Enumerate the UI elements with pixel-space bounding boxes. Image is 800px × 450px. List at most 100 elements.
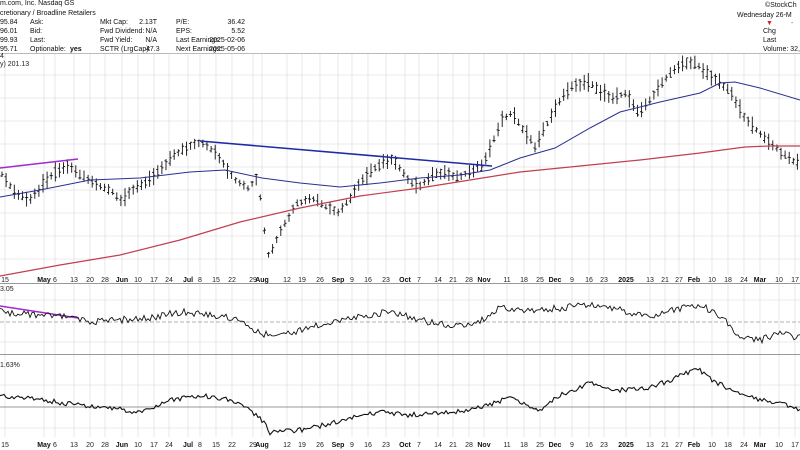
date-tick-label: 21 bbox=[661, 442, 669, 449]
date-tick-label: 20 bbox=[86, 277, 94, 284]
sector-label: cretionary / Broadline Retailers bbox=[0, 10, 96, 17]
date-tick-label: 26 bbox=[316, 442, 324, 449]
pe-label: P/E: bbox=[176, 19, 190, 26]
date-tick-label: 22 bbox=[228, 277, 236, 284]
date-tick-label: 10 bbox=[134, 277, 142, 284]
short-moving-average bbox=[0, 81, 800, 198]
date-tick-label: Jun bbox=[116, 277, 128, 284]
date-tick-label: Dec bbox=[549, 277, 562, 284]
last-label: Last: bbox=[30, 37, 46, 44]
next-earnings-label: Next Earnings: bbox=[176, 46, 222, 53]
date-tick-label: 13 bbox=[70, 277, 78, 284]
date-tick-label: 23 bbox=[382, 442, 390, 449]
date-tick-label: 16 bbox=[585, 442, 593, 449]
date-tick-label: 15 bbox=[212, 277, 220, 284]
date-tick-label: 18 bbox=[724, 277, 732, 284]
quote-open: 95.84 bbox=[0, 19, 18, 26]
date-tick-label: 18 bbox=[520, 277, 528, 284]
date-tick-label: 27 bbox=[675, 442, 683, 449]
indicator1-line bbox=[0, 301, 800, 345]
date-tick-label: 20 bbox=[86, 442, 94, 449]
last-label-right: Last bbox=[763, 37, 777, 44]
date-tick-label: 28 bbox=[101, 277, 109, 284]
side-label: 4 bbox=[0, 53, 4, 60]
date-tick-label: 15 bbox=[212, 442, 220, 449]
date-tick-label: 17 bbox=[150, 442, 158, 449]
date-tick-label: 23 bbox=[600, 277, 608, 284]
date-tick-label: May bbox=[37, 442, 51, 449]
date-tick-label: 23 bbox=[382, 277, 390, 284]
date-tick-label: 17 bbox=[150, 277, 158, 284]
date-tick-label: 15 bbox=[1, 277, 9, 284]
date-tick-label: 26 bbox=[316, 277, 324, 284]
down-arrow-icon: ▼ bbox=[766, 20, 773, 27]
date-tick-label: May bbox=[37, 277, 51, 284]
date-tick-label: 17 bbox=[791, 442, 799, 449]
sctr-value: 47.3 bbox=[146, 46, 160, 53]
date-tick-label: 10 bbox=[708, 277, 716, 284]
company-name: m.com, Inc. Nasdaq GS bbox=[0, 0, 75, 7]
optionable-value: yes bbox=[70, 46, 82, 53]
date-tick-label: 16 bbox=[585, 277, 593, 284]
date-tick-label: Sep bbox=[332, 442, 345, 449]
fwd-yield-value: N/A bbox=[145, 37, 157, 44]
bid-label: Bid: bbox=[30, 28, 43, 35]
date-tick-label: Dec bbox=[549, 442, 562, 449]
date-tick-label: 27 bbox=[675, 277, 683, 284]
date-tick-label: Nov bbox=[477, 277, 490, 284]
volume-label: Volume: 32,8 bbox=[763, 46, 800, 53]
date-tick-label: 9 bbox=[570, 442, 574, 449]
date-tick-label: 10 bbox=[775, 442, 783, 449]
date-tick-label: 25 bbox=[536, 442, 544, 449]
indicator2-label: 1.63% bbox=[0, 362, 20, 369]
date-tick-label: 9 bbox=[350, 277, 354, 284]
date-tick-label: 10 bbox=[134, 442, 142, 449]
date-tick-label: 18 bbox=[520, 442, 528, 449]
date-tick-label: 17 bbox=[791, 277, 799, 284]
date-tick-label: 13 bbox=[646, 442, 654, 449]
date-tick-label: Nov bbox=[477, 442, 490, 449]
date-tick-label: 10 bbox=[775, 277, 783, 284]
date-tick-label: 24 bbox=[740, 442, 748, 449]
quote-high: 96.01 bbox=[0, 28, 18, 35]
date-tick-label: 24 bbox=[740, 277, 748, 284]
date-tick-label: Mar bbox=[754, 442, 767, 449]
mktcap-label: Mkt Cap: bbox=[100, 19, 129, 26]
date-tick-label: 13 bbox=[646, 277, 654, 284]
date-tick-label: 10 bbox=[708, 442, 716, 449]
purple-trendline-price bbox=[0, 158, 79, 169]
resistance-trendline bbox=[199, 140, 493, 167]
date-tick-label: Aug bbox=[255, 442, 269, 449]
date-tick-label: 2025 bbox=[618, 277, 634, 284]
date-tick-label: 28 bbox=[465, 442, 473, 449]
eps-label: EPS: bbox=[176, 28, 192, 35]
date-tick-label: Feb bbox=[688, 442, 700, 449]
date-tick-label: 22 bbox=[228, 442, 236, 449]
date-tick-label: 28 bbox=[465, 277, 473, 284]
optionable-label: Optionable: bbox=[30, 46, 66, 53]
long-moving-average bbox=[0, 145, 800, 277]
brand-label: ©StockCh bbox=[765, 2, 797, 9]
date-tick-label: 8 bbox=[198, 277, 202, 284]
quote-low: 99.93 bbox=[0, 37, 18, 44]
chg-label: Chg bbox=[763, 28, 776, 35]
indicator1-label: 3.05 bbox=[0, 286, 14, 293]
date-tick-label: 12 bbox=[283, 442, 291, 449]
date-tick-label: 29 bbox=[249, 442, 257, 449]
date-tick-label: 6 bbox=[53, 442, 57, 449]
date-tick-label: 19 bbox=[298, 442, 306, 449]
date-tick-label: 2025 bbox=[618, 442, 634, 449]
date-tick-label: 25 bbox=[536, 277, 544, 284]
date-tick-label: 7 bbox=[417, 277, 421, 284]
horizontal-gridlines bbox=[0, 74, 800, 429]
ask-label: Ask: bbox=[30, 19, 44, 26]
date-tick-label: Sep bbox=[332, 277, 345, 284]
date-tick-label: 9 bbox=[350, 442, 354, 449]
date-tick-label: 21 bbox=[449, 442, 457, 449]
next-earnings-value: 2025-05-06 bbox=[209, 46, 245, 53]
date-tick-label: 19 bbox=[298, 277, 306, 284]
chart-date: Wednesday 26-M bbox=[737, 12, 792, 19]
date-tick-label: 23 bbox=[600, 442, 608, 449]
